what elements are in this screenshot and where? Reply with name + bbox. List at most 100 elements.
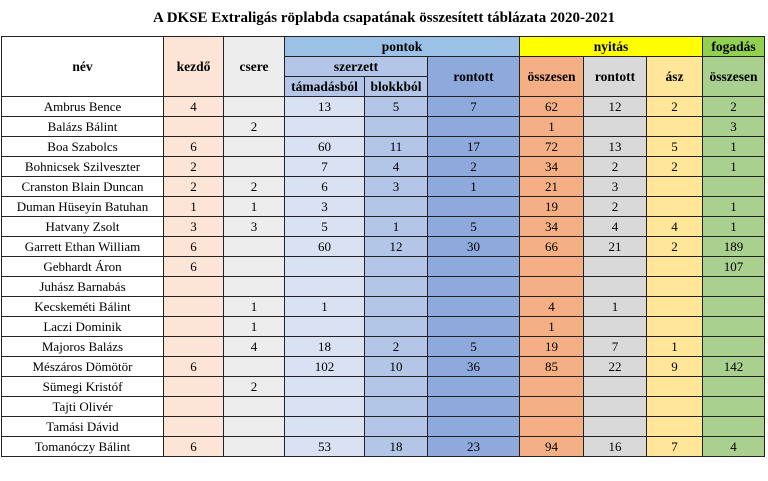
cell-nyitas-rontott bbox=[583, 256, 647, 277]
cell-nyitas-rontott: 21 bbox=[583, 236, 647, 257]
cell-tamadasbol: 5 bbox=[284, 216, 365, 237]
cell-asz: 2 bbox=[645, 96, 704, 117]
cell-fogadas-osszesen: 107 bbox=[702, 256, 766, 277]
table-row: Gebhardt Áron 6 107 bbox=[1, 256, 766, 277]
cell-kezdo: 6 bbox=[163, 436, 224, 457]
cell-csere bbox=[223, 156, 285, 177]
cell-tamadasbol bbox=[284, 256, 365, 277]
cell-asz bbox=[645, 196, 704, 217]
cell-blokkbol bbox=[364, 296, 428, 317]
table-row: Ambrus Bence 4 13 5 7 62 12 2 2 bbox=[1, 96, 766, 117]
cell-blokkbol: 3 bbox=[364, 176, 428, 197]
table-row: Balázs Bálint 2 1 3 bbox=[1, 116, 766, 137]
cell-csere: 1 bbox=[223, 196, 285, 217]
table-row: Tomanóczy Bálint 6 53 18 23 94 16 7 4 bbox=[1, 436, 766, 457]
cell-tamadasbol: 53 bbox=[284, 436, 365, 457]
cell-nev: Kecskeméti Bálint bbox=[1, 296, 164, 317]
cell-asz bbox=[645, 116, 704, 137]
cell-nyitas-rontott: 2 bbox=[583, 156, 647, 177]
cell-tamadasbol bbox=[284, 116, 365, 137]
cell-nyitas-osszesen: 1 bbox=[519, 316, 584, 337]
cell-kezdo: 6 bbox=[163, 136, 224, 157]
cell-nyitas-rontott: 13 bbox=[583, 136, 647, 157]
cell-kezdo bbox=[163, 116, 224, 137]
cell-blokkbol: 12 bbox=[364, 236, 428, 257]
cell-tamadasbol: 13 bbox=[284, 96, 365, 117]
cell-kezdo bbox=[163, 376, 224, 397]
cell-blokkbol: 2 bbox=[364, 336, 428, 357]
header-pont-rontott: rontott bbox=[427, 56, 520, 97]
cell-pont-rontott bbox=[427, 296, 520, 317]
cell-tamadasbol: 7 bbox=[284, 156, 365, 177]
header-nyitas-rontott: rontott bbox=[583, 56, 647, 97]
cell-csere: 2 bbox=[223, 116, 285, 137]
header-csere: csere bbox=[223, 36, 285, 97]
cell-fogadas-osszesen: 189 bbox=[702, 236, 766, 257]
cell-kezdo bbox=[163, 336, 224, 357]
table-row: Tamási Dávid bbox=[1, 416, 766, 437]
cell-blokkbol bbox=[364, 196, 428, 217]
cell-nev: Bohnicsek Szilveszter bbox=[1, 156, 164, 177]
table-row: Garrett Ethan William 6 60 12 30 66 21 2 189 bbox=[1, 236, 766, 257]
table-row: Majoros Balázs 4 18 2 5 19 7 1 bbox=[1, 336, 766, 357]
cell-tamadasbol: 6 bbox=[284, 176, 365, 197]
cell-pont-rontott: 7 bbox=[427, 96, 520, 117]
cell-asz bbox=[645, 376, 704, 397]
cell-nyitas-rontott: 22 bbox=[583, 356, 647, 377]
cell-kezdo: 1 bbox=[163, 196, 224, 217]
cell-nyitas-osszesen: 19 bbox=[519, 336, 584, 357]
cell-nyitas-osszesen bbox=[519, 396, 584, 417]
table-row: Duman Hüseyin Batuhan 1 1 3 19 2 1 bbox=[1, 196, 766, 217]
header-nyitas-osszesen: összesen bbox=[519, 56, 584, 97]
cell-asz bbox=[645, 416, 704, 437]
cell-csere bbox=[223, 96, 285, 117]
cell-nyitas-rontott bbox=[583, 116, 647, 137]
cell-fogadas-osszesen: 1 bbox=[702, 136, 766, 157]
cell-blokkbol bbox=[364, 316, 428, 337]
table-row: Boa Szabolcs 6 60 11 17 72 13 5 1 bbox=[1, 136, 766, 157]
cell-csere bbox=[223, 436, 285, 457]
cell-tamadasbol bbox=[284, 416, 365, 437]
cell-pont-rontott bbox=[427, 376, 520, 397]
cell-fogadas-osszesen: 4 bbox=[702, 436, 766, 457]
cell-nyitas-rontott bbox=[583, 276, 647, 297]
cell-nyitas-osszesen: 4 bbox=[519, 296, 584, 317]
table-row: Bohnicsek Szilveszter 2 7 4 2 34 2 2 1 bbox=[1, 156, 766, 177]
cell-kezdo bbox=[163, 276, 224, 297]
cell-nyitas-rontott: 2 bbox=[583, 196, 647, 217]
cell-fogadas-osszesen: 142 bbox=[702, 356, 766, 377]
cell-asz bbox=[645, 176, 704, 197]
header-fogadas-osszesen: összesen bbox=[702, 56, 766, 97]
cell-pont-rontott bbox=[427, 256, 520, 277]
cell-nev: Hatvany Zsolt bbox=[1, 216, 164, 237]
cell-csere: 1 bbox=[223, 316, 285, 337]
cell-csere: 2 bbox=[223, 376, 285, 397]
cell-pont-rontott: 36 bbox=[427, 356, 520, 377]
cell-blokkbol bbox=[364, 256, 428, 277]
cell-nev: Cranston Blain Duncan bbox=[1, 176, 164, 197]
table-row: Mészáros Dömötör 6 102 10 36 85 22 9 142 bbox=[1, 356, 766, 377]
cell-tamadasbol: 1 bbox=[284, 296, 365, 317]
cell-nyitas-rontott: 3 bbox=[583, 176, 647, 197]
cell-blokkbol: 10 bbox=[364, 356, 428, 377]
table-row: Sümegi Kristóf 2 bbox=[1, 376, 766, 397]
cell-nyitas-rontott: 16 bbox=[583, 436, 647, 457]
cell-blokkbol bbox=[364, 396, 428, 417]
cell-pont-rontott: 5 bbox=[427, 216, 520, 237]
cell-fogadas-osszesen bbox=[702, 316, 766, 337]
cell-tamadasbol: 102 bbox=[284, 356, 365, 377]
cell-fogadas-osszesen: 2 bbox=[702, 96, 766, 117]
cell-asz: 5 bbox=[645, 136, 704, 157]
cell-pont-rontott: 30 bbox=[427, 236, 520, 257]
table-row: Kecskeméti Bálint 1 1 4 1 bbox=[1, 296, 766, 317]
cell-fogadas-osszesen: 3 bbox=[702, 116, 766, 137]
cell-pont-rontott: 1 bbox=[427, 176, 520, 197]
cell-nev: Duman Hüseyin Batuhan bbox=[1, 196, 164, 217]
cell-fogadas-osszesen bbox=[702, 296, 766, 317]
cell-nyitas-osszesen bbox=[519, 276, 584, 297]
cell-kezdo: 6 bbox=[163, 256, 224, 277]
cell-csere: 1 bbox=[223, 296, 285, 317]
cell-blokkbol: 18 bbox=[364, 436, 428, 457]
cell-blokkbol bbox=[364, 416, 428, 437]
cell-nev: Tomanóczy Bálint bbox=[1, 436, 164, 457]
